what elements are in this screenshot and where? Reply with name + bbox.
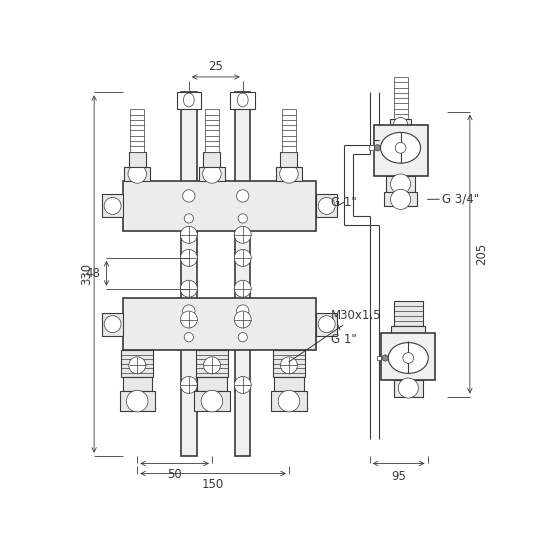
Bar bbox=[391, 326, 425, 336]
Text: 48: 48 bbox=[86, 267, 100, 280]
Bar bbox=[274, 377, 304, 391]
Circle shape bbox=[382, 355, 388, 361]
Circle shape bbox=[203, 357, 220, 374]
Bar bbox=[199, 167, 225, 181]
Bar bbox=[281, 391, 296, 396]
Circle shape bbox=[318, 197, 335, 214]
Bar bbox=[119, 391, 155, 411]
Text: 205: 205 bbox=[475, 243, 488, 265]
Bar bbox=[123, 181, 316, 231]
Circle shape bbox=[126, 390, 148, 412]
Bar bbox=[393, 77, 408, 119]
Circle shape bbox=[237, 305, 249, 317]
Circle shape bbox=[180, 311, 197, 328]
Circle shape bbox=[104, 316, 121, 332]
Circle shape bbox=[183, 305, 195, 317]
Circle shape bbox=[180, 226, 197, 243]
Bar bbox=[121, 350, 154, 377]
Bar bbox=[102, 313, 123, 336]
Circle shape bbox=[184, 214, 193, 223]
Bar bbox=[377, 356, 382, 360]
Circle shape bbox=[201, 390, 223, 412]
Bar bbox=[130, 110, 144, 152]
Circle shape bbox=[318, 316, 335, 332]
Bar bbox=[393, 379, 423, 397]
Text: 50: 50 bbox=[167, 468, 182, 481]
Circle shape bbox=[234, 377, 251, 393]
Bar bbox=[276, 167, 302, 181]
Bar bbox=[390, 119, 411, 129]
Bar bbox=[281, 152, 298, 167]
Text: 150: 150 bbox=[202, 478, 224, 491]
Bar bbox=[102, 195, 123, 217]
Bar bbox=[197, 377, 227, 391]
Bar bbox=[203, 152, 220, 167]
Ellipse shape bbox=[184, 93, 194, 107]
Bar bbox=[374, 125, 427, 175]
Bar bbox=[196, 350, 228, 377]
Ellipse shape bbox=[388, 343, 428, 373]
Circle shape bbox=[129, 357, 146, 374]
Bar bbox=[382, 334, 435, 379]
Ellipse shape bbox=[380, 132, 421, 163]
Circle shape bbox=[180, 250, 197, 267]
Circle shape bbox=[391, 189, 410, 209]
Text: G 1": G 1" bbox=[331, 196, 357, 209]
Bar bbox=[231, 92, 255, 110]
Circle shape bbox=[234, 311, 251, 328]
Bar bbox=[177, 92, 201, 110]
Circle shape bbox=[180, 377, 197, 393]
Ellipse shape bbox=[238, 93, 248, 107]
Circle shape bbox=[104, 197, 121, 214]
Circle shape bbox=[234, 250, 251, 267]
Circle shape bbox=[398, 378, 419, 398]
Bar bbox=[205, 110, 219, 152]
Circle shape bbox=[238, 214, 247, 223]
Bar bbox=[316, 313, 337, 336]
Circle shape bbox=[203, 165, 221, 183]
Circle shape bbox=[278, 390, 300, 412]
Bar bbox=[316, 195, 337, 217]
Circle shape bbox=[237, 190, 249, 202]
Text: G 3/4": G 3/4" bbox=[427, 192, 479, 205]
Circle shape bbox=[391, 174, 410, 194]
Bar bbox=[271, 391, 307, 411]
Circle shape bbox=[393, 117, 408, 131]
Circle shape bbox=[183, 190, 195, 202]
Circle shape bbox=[374, 145, 380, 151]
Circle shape bbox=[234, 226, 251, 243]
Circle shape bbox=[403, 353, 414, 364]
Bar bbox=[386, 175, 415, 192]
Circle shape bbox=[180, 280, 197, 297]
Text: G 1": G 1" bbox=[331, 324, 357, 346]
Text: 25: 25 bbox=[208, 60, 223, 73]
Bar bbox=[194, 391, 229, 411]
Bar bbox=[130, 391, 145, 396]
Circle shape bbox=[395, 142, 406, 153]
Circle shape bbox=[280, 165, 298, 183]
Bar bbox=[384, 192, 417, 207]
Text: 330: 330 bbox=[80, 263, 93, 285]
Bar bbox=[272, 350, 305, 377]
Bar bbox=[124, 167, 150, 181]
Bar bbox=[235, 92, 251, 456]
Bar bbox=[129, 152, 146, 167]
Circle shape bbox=[128, 165, 147, 183]
Circle shape bbox=[281, 357, 298, 374]
Text: 95: 95 bbox=[391, 470, 406, 483]
Circle shape bbox=[184, 332, 193, 342]
Circle shape bbox=[238, 332, 247, 342]
Bar bbox=[369, 146, 374, 150]
Bar bbox=[402, 336, 414, 342]
Circle shape bbox=[234, 280, 251, 297]
Bar bbox=[181, 92, 197, 456]
Bar bbox=[123, 377, 152, 391]
Bar bbox=[393, 301, 423, 326]
Bar bbox=[204, 391, 220, 396]
Bar bbox=[123, 298, 316, 350]
Text: M30x1,5: M30x1,5 bbox=[289, 310, 382, 362]
Bar bbox=[282, 110, 296, 152]
